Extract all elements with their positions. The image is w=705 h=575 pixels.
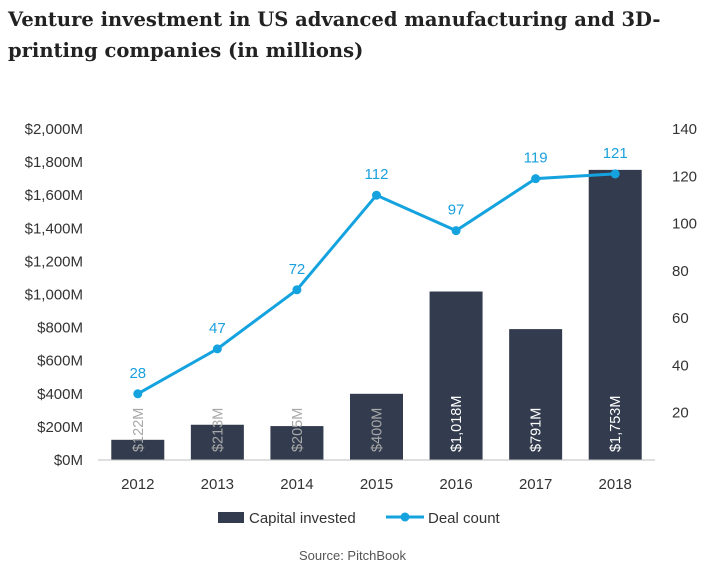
left-tick-label: $800M bbox=[37, 320, 83, 337]
deal-count-label-2014: 72 bbox=[289, 261, 306, 278]
deal-count-label-2018: 121 bbox=[603, 145, 628, 162]
x-tick-label: 2018 bbox=[599, 476, 632, 493]
right-tick-label: 100 bbox=[672, 216, 697, 233]
deal-point-2013 bbox=[212, 344, 222, 354]
right-tick-label: 40 bbox=[672, 357, 689, 374]
x-tick-label: 2012 bbox=[121, 476, 154, 493]
deal-point-2017 bbox=[531, 174, 541, 184]
left-tick-label: $200M bbox=[37, 419, 83, 436]
bar-2014 bbox=[270, 426, 324, 460]
left-tick-label: $0M bbox=[54, 452, 83, 469]
left-tick-label: $1,600M bbox=[25, 187, 83, 204]
legend-label-deal-count: Deal count bbox=[428, 510, 501, 527]
deal-count-label-2015: 112 bbox=[365, 166, 389, 183]
left-tick-label: $600M bbox=[37, 353, 83, 370]
bar-label-2018: $1,753M bbox=[608, 396, 624, 452]
left-tick-label: $1,200M bbox=[25, 253, 83, 270]
bar-2018 bbox=[588, 169, 642, 461]
bar-label-2016: $1,018M bbox=[449, 396, 465, 452]
bar-label-2017: $791M bbox=[529, 408, 545, 452]
left-tick-label: $1,800M bbox=[25, 154, 83, 171]
bar-label-2012: $122M bbox=[131, 408, 147, 452]
deal-point-2015 bbox=[372, 190, 381, 200]
x-tick-label: 2015 bbox=[360, 476, 393, 493]
deal-count-label-2017: 119 bbox=[524, 150, 548, 167]
right-tick-label: 140 bbox=[672, 121, 697, 138]
bar-2013 bbox=[190, 424, 244, 460]
right-tick-label: 80 bbox=[672, 263, 689, 280]
legend-label-capital: Capital invested bbox=[249, 510, 356, 527]
left-tick-label: $1,000M bbox=[25, 287, 83, 304]
bar-label-2015: $400M bbox=[370, 408, 386, 452]
bar-2015 bbox=[350, 393, 403, 460]
bar-label-2013: $213M bbox=[210, 408, 226, 452]
bar-2012 bbox=[111, 439, 165, 460]
bar-label-2014: $205M bbox=[290, 408, 306, 452]
deal-point-2016 bbox=[451, 226, 461, 236]
deal-count-label-2016: 97 bbox=[448, 202, 465, 219]
deal-point-2018 bbox=[610, 169, 620, 179]
deal-count-label-2012: 28 bbox=[129, 365, 146, 382]
legend-marker-deal-count bbox=[400, 512, 410, 522]
x-tick-label: 2013 bbox=[201, 476, 234, 493]
deal-point-2012 bbox=[133, 389, 143, 399]
bar-2016 bbox=[429, 291, 483, 460]
legend: Capital invested Deal count bbox=[218, 510, 501, 527]
bar-2017 bbox=[509, 329, 563, 460]
deal-count-label-2013: 47 bbox=[209, 320, 226, 337]
chart-title: Venture investment in US advanced manufa… bbox=[8, 8, 661, 62]
x-tick-label: 2017 bbox=[519, 476, 552, 493]
left-tick-label: $1,400M bbox=[25, 220, 83, 237]
left-tick-label: $400M bbox=[37, 386, 83, 403]
left-tick-label: $2,000M bbox=[25, 121, 83, 138]
x-tick-label: 2014 bbox=[280, 476, 313, 493]
x-tick-label: 2016 bbox=[439, 476, 472, 493]
legend-swatch-capital bbox=[218, 512, 244, 523]
right-tick-label: 60 bbox=[672, 310, 689, 327]
source-note: Source: PitchBook bbox=[299, 548, 406, 563]
right-tick-label: 20 bbox=[672, 405, 689, 422]
deal-point-2014 bbox=[292, 285, 302, 295]
right-tick-label: 120 bbox=[672, 168, 697, 185]
